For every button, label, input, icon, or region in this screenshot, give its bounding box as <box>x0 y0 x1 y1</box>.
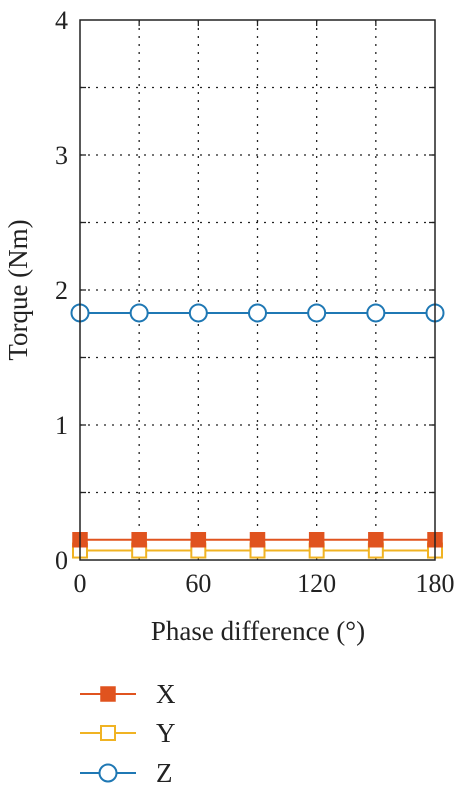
legend-label: X <box>156 679 176 709</box>
data-point-x <box>368 532 384 548</box>
series-z <box>70 303 445 323</box>
x-tick-label: 120 <box>297 569 336 598</box>
legend-label: Z <box>156 758 173 788</box>
legend-marker <box>98 763 118 783</box>
legend: XYZ <box>80 679 176 788</box>
data-point-z <box>248 303 267 323</box>
legend-item-x: X <box>80 679 176 709</box>
data-point-x <box>190 532 207 548</box>
legend-marker <box>100 686 116 702</box>
data-point-z <box>129 303 149 323</box>
legend-item-y: Y <box>80 718 176 748</box>
data-point-z <box>307 303 327 323</box>
data-point-z <box>366 303 386 323</box>
y-axis-ticks: 0 1 2 3 4 <box>55 6 435 575</box>
y-tick-label: 1 <box>55 411 68 440</box>
data-point-x <box>131 532 147 548</box>
data-point-x <box>249 532 266 548</box>
data-point-x <box>308 532 325 548</box>
plot-frame <box>79 19 436 561</box>
x-axis-title: Phase difference (°) <box>151 616 365 646</box>
y-tick-label: 2 <box>55 276 68 305</box>
data-point-z <box>188 303 208 323</box>
legend-marker <box>100 725 116 741</box>
x-tick-label: 60 <box>185 569 211 598</box>
y-axis-title: Torque (Nm) <box>3 219 33 360</box>
series-x <box>72 532 443 548</box>
x-tick-label: 180 <box>416 569 455 598</box>
grid-lines <box>80 20 435 560</box>
series-layer <box>70 303 445 559</box>
legend-item-z: Z <box>80 758 173 788</box>
x-tick-label: 0 <box>74 569 87 598</box>
x-axis-ticks: 0 60 120 180 <box>74 20 455 598</box>
legend-label: Y <box>156 718 176 748</box>
y-tick-label: 0 <box>55 546 68 575</box>
y-tick-label: 4 <box>55 6 68 35</box>
y-tick-label: 3 <box>55 141 68 170</box>
